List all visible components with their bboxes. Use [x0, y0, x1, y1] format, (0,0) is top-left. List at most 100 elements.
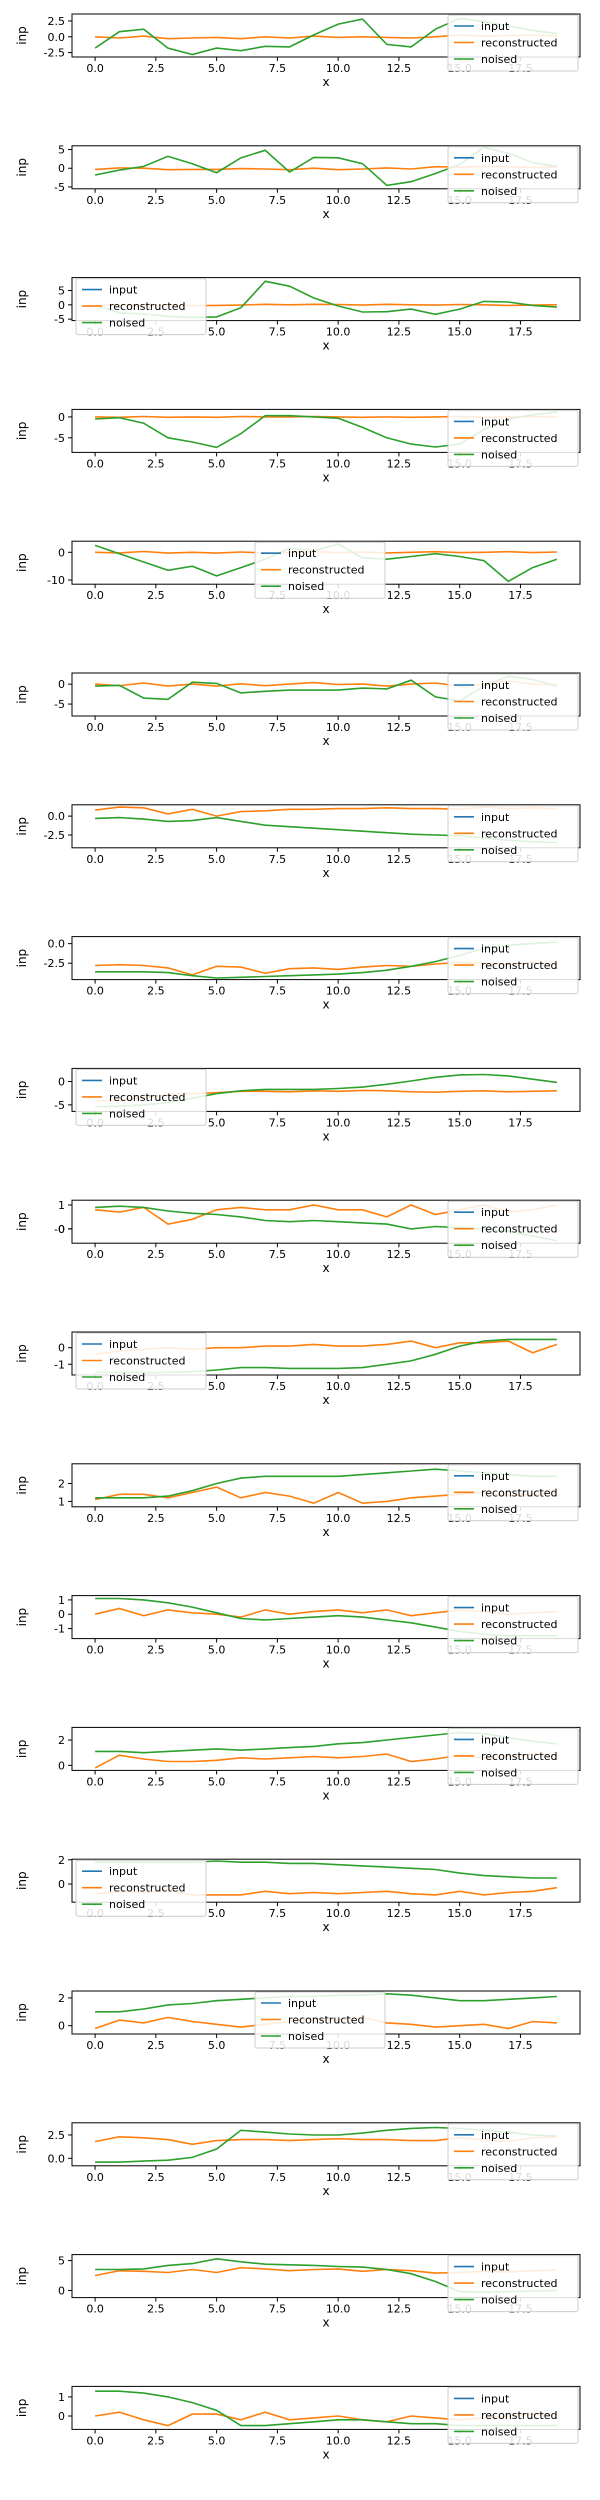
- legend-entry: reconstructed: [109, 1091, 185, 1104]
- legend-box: [254, 541, 386, 599]
- y-axis-label: inp: [15, 422, 29, 441]
- x-tick-label: 10.0: [326, 2171, 351, 2184]
- x-tick-label: 0.0: [86, 853, 104, 866]
- subplot-6: 0.02.55.07.510.012.515.017.5-50xinpinput…: [15, 672, 581, 748]
- y-tick-label: 5: [58, 285, 65, 298]
- x-tick-label: 10.0: [326, 853, 351, 866]
- y-axis-label: inp: [15, 1081, 29, 1100]
- x-tick-label: 10.0: [326, 1644, 351, 1657]
- y-tick-label: -5: [54, 698, 65, 711]
- y-tick-label: 1: [58, 1495, 65, 1508]
- legend-box: [447, 805, 579, 863]
- x-axis-label: x: [322, 207, 329, 221]
- legend-entry: input: [109, 1074, 138, 1087]
- subplot-3: 0.02.55.07.510.012.515.017.5-505xinpinpu…: [15, 277, 581, 353]
- x-tick-label: 10.0: [326, 985, 351, 998]
- legend-entry: reconstructed: [481, 2145, 557, 2158]
- y-tick-label: 0: [58, 1608, 65, 1621]
- legend-entry: input: [288, 1997, 317, 2010]
- legend-entry: noised: [481, 2162, 517, 2175]
- x-tick-label: 15.0: [447, 326, 472, 339]
- x-tick-label: 17.5: [508, 326, 533, 339]
- legend-box: [75, 1068, 207, 1126]
- y-tick-label: 0: [58, 1342, 65, 1355]
- x-tick-label: 0.0: [86, 1644, 104, 1657]
- legend-box: [447, 2255, 579, 2313]
- x-axis-label: x: [322, 1920, 329, 1934]
- x-tick-label: 5.0: [208, 1380, 226, 1393]
- x-axis-label: x: [322, 339, 329, 353]
- x-tick-label: 12.5: [387, 1907, 412, 1920]
- x-tick-label: 5.0: [208, 1775, 226, 1788]
- legend-entry: input: [481, 20, 510, 33]
- y-axis-label: inp: [15, 1871, 29, 1890]
- legend-entry: input: [481, 811, 510, 824]
- legend-entry: reconstructed: [481, 827, 557, 840]
- x-tick-label: 7.5: [269, 1907, 287, 1920]
- legend-entry: reconstructed: [288, 2014, 364, 2027]
- legend-entry: input: [481, 1602, 510, 1615]
- x-tick-label: 2.5: [147, 721, 165, 734]
- y-tick-label: -2.5: [44, 47, 65, 60]
- x-axis-label: x: [322, 2316, 329, 2330]
- legend-entry: noised: [481, 976, 517, 989]
- y-axis-label: inp: [15, 2003, 29, 2022]
- x-tick-label: 15.0: [447, 1907, 472, 1920]
- legend-entry: input: [481, 2129, 510, 2142]
- legend-entry: reconstructed: [481, 1486, 557, 1499]
- subplot-12: 0.02.55.07.510.012.515.017.512xinpinputr…: [15, 1463, 581, 1539]
- x-tick-label: 2.5: [147, 1248, 165, 1261]
- y-axis-label: inp: [15, 949, 29, 968]
- x-tick-label: 12.5: [387, 2171, 412, 2184]
- legend-box: [447, 673, 579, 731]
- legend-entry: input: [481, 1206, 510, 1219]
- x-tick-label: 7.5: [269, 1116, 287, 1129]
- y-tick-label: 0: [58, 2284, 65, 2297]
- x-tick-label: 0.0: [86, 589, 104, 602]
- x-tick-label: 2.5: [147, 62, 165, 75]
- legend-entry: input: [481, 1470, 510, 1483]
- y-tick-label: 0.0: [48, 31, 66, 44]
- x-tick-label: 10.0: [326, 2434, 351, 2447]
- x-tick-label: 10.0: [326, 1116, 351, 1129]
- legend-box: [447, 146, 579, 204]
- legend-entry: reconstructed: [481, 959, 557, 972]
- x-tick-label: 5.0: [208, 1907, 226, 1920]
- x-axis-label: x: [322, 1393, 329, 1407]
- x-tick-label: 7.5: [269, 2171, 287, 2184]
- x-tick-label: 2.5: [147, 2039, 165, 2052]
- x-tick-label: 7.5: [269, 721, 287, 734]
- x-tick-label: 0.0: [86, 721, 104, 734]
- x-tick-label: 7.5: [269, 457, 287, 470]
- legend-entry: noised: [481, 712, 517, 725]
- x-tick-label: 7.5: [269, 62, 287, 75]
- x-tick-label: 5.0: [208, 194, 226, 207]
- x-tick-label: 12.5: [387, 1248, 412, 1261]
- x-tick-label: 7.5: [269, 853, 287, 866]
- y-tick-label: 2: [58, 1992, 65, 2005]
- legend-box: [254, 1991, 386, 2049]
- x-tick-label: 7.5: [269, 2303, 287, 2316]
- subplot-11: 0.02.55.07.510.012.515.017.5-10xinpinput…: [15, 1331, 581, 1407]
- y-axis-label: inp: [15, 1212, 29, 1231]
- x-tick-label: 12.5: [387, 2434, 412, 2447]
- legend-entry: noised: [288, 580, 324, 593]
- x-tick-label: 17.5: [508, 2039, 533, 2052]
- x-tick-label: 10.0: [326, 1248, 351, 1261]
- legend-box: [447, 409, 579, 467]
- y-tick-label: -1: [54, 1358, 65, 1371]
- y-tick-label: 2.5: [48, 2129, 66, 2142]
- x-tick-label: 12.5: [387, 589, 412, 602]
- legend-entry: input: [481, 152, 510, 165]
- legend-box: [447, 937, 579, 995]
- y-axis-label: inp: [15, 290, 29, 309]
- x-tick-label: 15.0: [447, 1380, 472, 1393]
- x-tick-label: 2.5: [147, 2171, 165, 2184]
- y-tick-label: 2: [58, 1854, 65, 1867]
- y-tick-label: -5: [54, 1099, 65, 1112]
- legend-entry: reconstructed: [481, 696, 557, 709]
- legend-entry: input: [109, 1865, 138, 1878]
- legend-entry: reconstructed: [288, 564, 364, 577]
- x-tick-label: 0.0: [86, 457, 104, 470]
- x-tick-label: 7.5: [269, 985, 287, 998]
